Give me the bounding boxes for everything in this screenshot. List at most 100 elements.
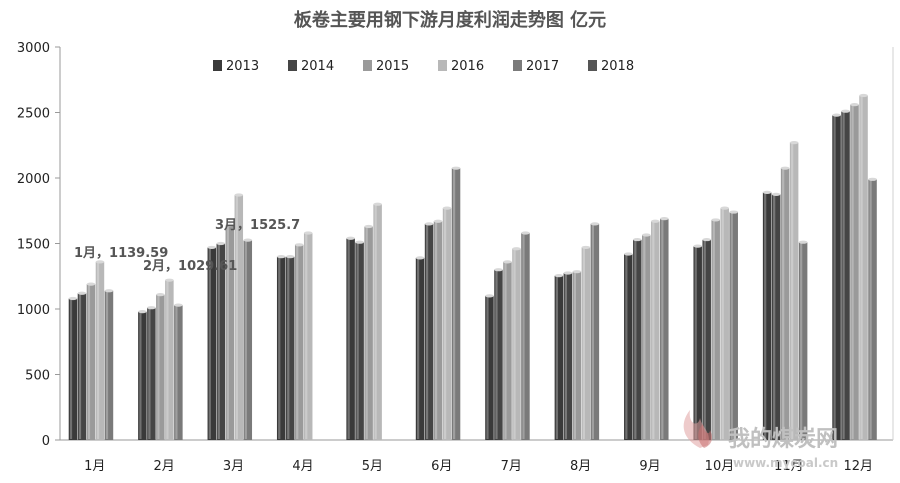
bar-2013-8月 bbox=[554, 273, 564, 440]
x-tick-label: 11月 bbox=[774, 459, 804, 474]
legend-swatch bbox=[288, 60, 297, 71]
legend-item-2016: 2016 bbox=[438, 59, 484, 74]
legend-label: 2013 bbox=[226, 59, 259, 74]
watermark-text: 我的煤炭网 bbox=[728, 426, 838, 452]
annotation-feb: 2月，1029.61 bbox=[143, 259, 237, 274]
bar-2015-8月 bbox=[572, 270, 582, 440]
bar-2014-8月 bbox=[563, 271, 573, 440]
bar-2014-7月 bbox=[494, 268, 503, 440]
bar-2014-10月 bbox=[702, 237, 711, 440]
bar-2015-4月 bbox=[294, 243, 304, 440]
legend-label: 2018 bbox=[601, 59, 634, 74]
y-tick-label: 0 bbox=[42, 434, 50, 449]
x-tick-label: 12月 bbox=[844, 459, 874, 474]
annotation-mar: 3月，1525.7 bbox=[215, 218, 300, 233]
y-tick-label: 2500 bbox=[17, 107, 50, 122]
bar-2016-9月 bbox=[651, 219, 660, 440]
bar-2016-1月 bbox=[95, 260, 105, 440]
legend-swatch bbox=[363, 60, 372, 71]
bar-2013-5月 bbox=[346, 236, 355, 440]
bar-2014-3月 bbox=[216, 241, 226, 440]
watermark: 我的煤炭网 www.mycoal.cn bbox=[683, 410, 838, 470]
bar-2013-6月 bbox=[415, 256, 425, 440]
legend-item-2018: 2018 bbox=[588, 59, 634, 74]
bar-2017-1月 bbox=[104, 289, 114, 440]
y-tick-label: 1500 bbox=[17, 238, 50, 253]
x-tick-label: 8月 bbox=[570, 459, 591, 474]
bar-2014-1月 bbox=[77, 291, 87, 440]
x-tick-label: 10月 bbox=[705, 459, 735, 474]
y-tick-label: 1000 bbox=[17, 303, 50, 318]
x-tick-label: 6月 bbox=[431, 459, 452, 474]
bar-2015-10月 bbox=[711, 218, 720, 440]
bar-2014-5月 bbox=[355, 240, 364, 440]
bar-2016-4月 bbox=[303, 231, 313, 440]
bar-2016-10月 bbox=[720, 206, 729, 440]
x-tick-label: 7月 bbox=[501, 459, 522, 474]
bar-2017-8月 bbox=[590, 222, 600, 440]
bar-2017-6月 bbox=[451, 166, 461, 441]
chart-title: 板卷主要用钢下游月度利润走势图 亿元 bbox=[294, 9, 606, 31]
annotations: 1月，1139.59 2月，1029.61 3月，1525.7 bbox=[74, 218, 300, 274]
bar-2015-6月 bbox=[433, 219, 443, 440]
bar-2013-2月 bbox=[138, 310, 147, 440]
bar-2017-9月 bbox=[660, 217, 669, 440]
legend-swatch bbox=[213, 60, 222, 71]
x-tick-label: 2月 bbox=[153, 459, 174, 474]
x-tick-label: 3月 bbox=[223, 459, 244, 474]
bar-2017-7月 bbox=[521, 231, 530, 440]
watermark-url: www.mycoal.cn bbox=[733, 456, 838, 470]
bar-2015-9月 bbox=[642, 233, 651, 440]
legend-swatch bbox=[513, 60, 522, 71]
plot-area: 0 500 1000 1500 2000 2500 3000 1月 2月 3月 4月 5月 6月 7月 8月… bbox=[17, 41, 894, 474]
bar-2017-12月 bbox=[868, 177, 877, 440]
bar-2015-11月 bbox=[780, 166, 790, 441]
annotation-jan: 1月，1139.59 bbox=[74, 246, 168, 261]
legend-item-2015: 2015 bbox=[363, 59, 409, 74]
bar-2016-7月 bbox=[512, 247, 521, 440]
legend-swatch bbox=[438, 60, 447, 71]
y-tick-label: 3000 bbox=[17, 41, 50, 56]
bar-2016-2月 bbox=[165, 278, 174, 440]
bar-2013-4月 bbox=[276, 255, 286, 440]
bar-2013-10月 bbox=[693, 244, 702, 440]
bar-2016-6月 bbox=[442, 206, 452, 440]
bar-2016-8月 bbox=[581, 245, 591, 440]
bar-2014-9月 bbox=[633, 237, 642, 440]
bar-2013-11月 bbox=[762, 190, 772, 440]
bar-2017-11月 bbox=[798, 240, 808, 440]
legend: 2013 2014 2015 2016 2017 2018 bbox=[213, 59, 634, 74]
y-tick-label: 500 bbox=[25, 369, 50, 384]
bar-2017-10月 bbox=[729, 210, 738, 440]
x-tick-label: 5月 bbox=[362, 459, 383, 474]
bar-2014-4月 bbox=[285, 255, 295, 440]
bar-2015-7月 bbox=[503, 260, 512, 440]
bar-2013-1月 bbox=[68, 296, 78, 440]
legend-item-2013: 2013 bbox=[213, 59, 259, 74]
legend-label: 2014 bbox=[301, 59, 334, 74]
legend-label: 2016 bbox=[451, 59, 484, 74]
bar-2015-12月 bbox=[850, 103, 859, 440]
bar-2015-1月 bbox=[86, 282, 96, 440]
bar-2017-2月 bbox=[174, 303, 183, 440]
bar-2016-11月 bbox=[789, 141, 799, 440]
flame-logo-icon bbox=[683, 410, 712, 448]
legend-item-2017: 2017 bbox=[513, 59, 559, 74]
bar-2016-3月 bbox=[234, 193, 244, 440]
x-tick-label: 9月 bbox=[639, 459, 660, 474]
bar-2013-12月 bbox=[832, 113, 841, 441]
bar-2015-3月 bbox=[225, 223, 235, 440]
bar-2014-2月 bbox=[147, 306, 156, 440]
legend-swatch bbox=[588, 60, 597, 71]
legend-label: 2017 bbox=[526, 59, 559, 74]
bar-2015-5月 bbox=[364, 224, 373, 440]
legend-item-2014: 2014 bbox=[288, 59, 334, 74]
bar-2014-12月 bbox=[841, 109, 850, 440]
legend-label: 2015 bbox=[376, 59, 409, 74]
bar-2014-11月 bbox=[771, 192, 781, 440]
y-tick-label: 2000 bbox=[17, 172, 50, 187]
bar-2017-3月 bbox=[243, 238, 253, 440]
bar-2013-9月 bbox=[624, 252, 633, 440]
